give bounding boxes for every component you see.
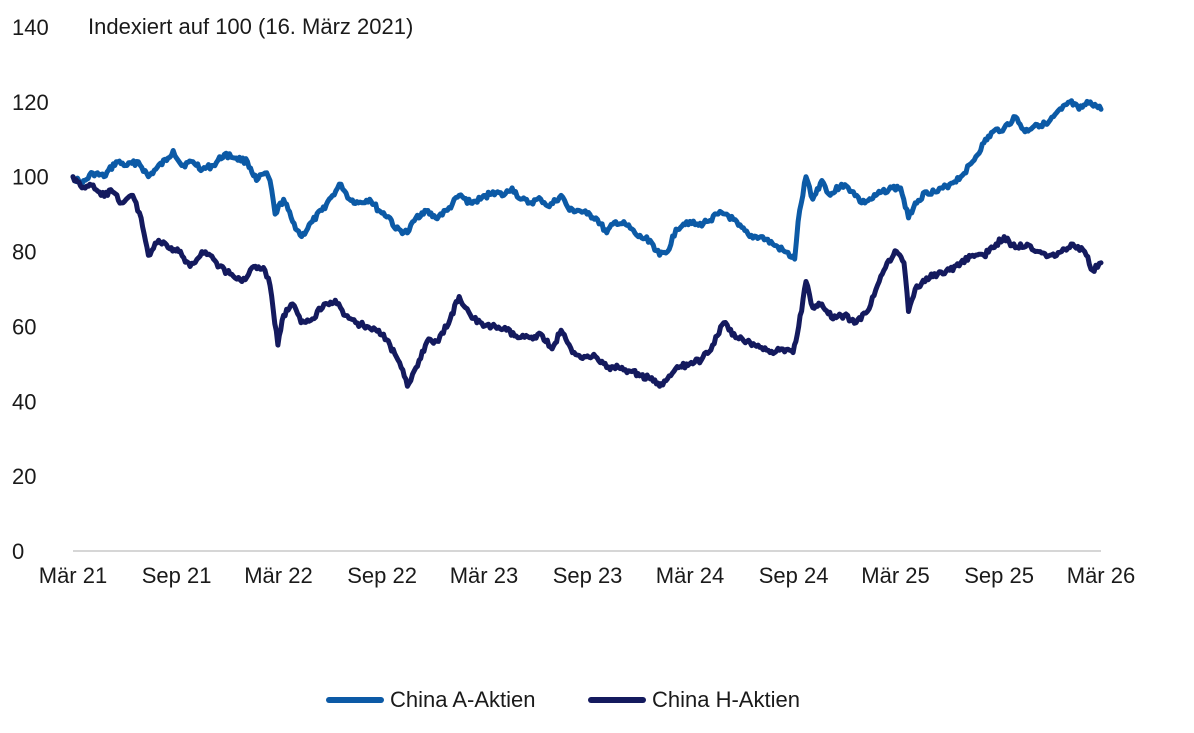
legend-item-china-a: China A-Aktien xyxy=(326,684,536,716)
x-tick-label-10: Mär 26 xyxy=(1067,563,1135,588)
series-line-china-a xyxy=(70,98,1104,262)
y-tick-label-60: 60 xyxy=(12,314,36,339)
x-tick-label-5: Sep 23 xyxy=(553,563,623,588)
y-tick-label-40: 40 xyxy=(12,389,36,414)
series-line-china-h xyxy=(70,174,1104,389)
legend-swatch-china-a xyxy=(326,697,384,703)
series-layer xyxy=(70,98,1104,389)
x-tick-label-4: Mär 23 xyxy=(450,563,518,588)
x-tick-label-7: Sep 24 xyxy=(759,563,829,588)
legend-label-china-a: China A-Aktien xyxy=(390,687,536,712)
y-tick-label-140: 140 xyxy=(12,15,49,40)
y-tick-label-80: 80 xyxy=(12,240,36,265)
x-tick-label-6: Mär 24 xyxy=(656,563,724,588)
legend: China A-Aktien China H-Aktien xyxy=(0,684,1194,716)
x-tick-label-9: Sep 25 xyxy=(964,563,1034,588)
x-axis: Mär 21 Sep 21 Mär 22 Sep 22 Mär 23 Sep 23 Mär … xyxy=(39,550,1135,588)
x-tick-label-0: Mär 21 xyxy=(39,563,107,588)
y-tick-label-120: 120 xyxy=(12,90,49,115)
y-tick-label-20: 20 xyxy=(12,464,36,489)
x-tick-label-8: Mär 25 xyxy=(861,563,929,588)
x-tick-label-2: Mär 22 xyxy=(244,563,312,588)
legend-swatch-china-h xyxy=(588,697,646,703)
x-tick-label-3: Sep 22 xyxy=(347,563,417,588)
chart-note: Indexiert auf 100 (16. März 2021) xyxy=(88,14,413,39)
y-tick-label-100: 100 xyxy=(12,165,49,190)
legend-label-china-h: China H-Aktien xyxy=(652,687,800,712)
y-tick-label-0: 0 xyxy=(12,539,24,564)
x-tick-label-1: Sep 21 xyxy=(142,563,212,588)
y-axis: 0 20 40 60 80 100 120 140 xyxy=(12,15,49,564)
legend-item-china-h: China H-Aktien xyxy=(588,684,800,716)
